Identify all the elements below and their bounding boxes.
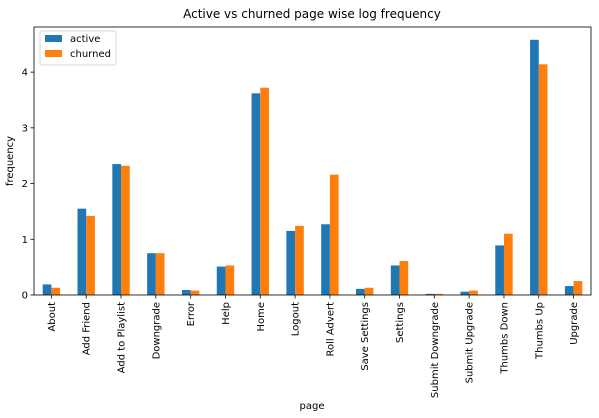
bar-churned-about xyxy=(51,287,61,295)
bar-churned-settings xyxy=(399,261,409,295)
bar-active-roll-advert xyxy=(321,224,330,295)
x-tick-label-add-friend: Add Friend xyxy=(82,302,93,355)
bar-active-error xyxy=(181,289,191,295)
bar-churned-upgrade xyxy=(573,281,583,295)
y-tick-label: 1 xyxy=(22,235,28,246)
bar-active-thumbs-up xyxy=(530,39,539,296)
legend-swatch-churned xyxy=(45,50,62,57)
x-tick-label-submit-downgrade: Submit Downgrade xyxy=(430,302,441,398)
bar-active-help xyxy=(216,266,226,295)
bar-churned-save-settings xyxy=(364,287,374,295)
bar-active-upgrade xyxy=(564,286,574,295)
x-tick-label-help: Help xyxy=(221,302,232,325)
bar-churned-add-friend xyxy=(86,215,95,295)
bars-group xyxy=(42,39,583,296)
x-axis-label: page xyxy=(300,401,325,412)
bar-active-downgrade xyxy=(147,253,156,295)
y-tick-label: 4 xyxy=(22,68,28,79)
bar-active-home xyxy=(251,93,261,295)
bar-active-about xyxy=(42,284,52,295)
y-tick-label: 0 xyxy=(22,291,28,302)
bar-active-logout xyxy=(286,230,296,295)
bar-churned-add-to-playlist xyxy=(121,165,130,295)
y-tick-label: 3 xyxy=(22,123,28,134)
x-tick-label-about: About xyxy=(47,302,58,332)
legend-swatch-active xyxy=(45,35,62,42)
bar-active-save-settings xyxy=(356,288,365,295)
bar-churned-submit-upgrade xyxy=(469,290,478,295)
bar-active-submit-upgrade xyxy=(460,291,470,295)
chart-title: Active vs churned page wise log frequenc… xyxy=(183,7,441,21)
bar-active-add-to-playlist xyxy=(112,164,122,295)
x-tick-label-downgrade: Downgrade xyxy=(151,302,162,359)
bar-churned-downgrade xyxy=(155,253,165,295)
bar-churned-help xyxy=(225,265,235,295)
legend: active churned xyxy=(39,30,117,66)
x-tick-label-thumbs-up: Thumbs Up xyxy=(534,302,545,360)
bar-active-submit-downgrade xyxy=(425,293,435,295)
x-tick-label-settings: Settings xyxy=(395,302,406,343)
bar-churned-roll-advert xyxy=(329,174,339,295)
x-tick-label-thumbs-down: Thumbs Down xyxy=(499,302,510,375)
legend-label-active: active xyxy=(70,34,100,45)
x-axis: About Add Friend Add to Playlist Downgrade E… xyxy=(47,295,580,398)
bar-churned-logout xyxy=(295,225,304,295)
bar-churned-home xyxy=(260,87,269,295)
bar-churned-thumbs-down xyxy=(503,233,513,295)
x-tick-label-logout: Logout xyxy=(291,302,302,336)
bar-active-settings xyxy=(390,265,400,295)
legend-label-churned: churned xyxy=(70,49,111,60)
plot-area xyxy=(33,26,592,296)
x-tick-label-submit-upgrade: Submit Upgrade xyxy=(465,302,476,383)
bar-churned-error xyxy=(190,290,200,295)
plot-frame xyxy=(33,26,592,296)
y-axis-label: frequency xyxy=(5,136,16,186)
bar-active-thumbs-down xyxy=(495,245,504,295)
bar-churned-submit-downgrade xyxy=(434,293,444,295)
x-tick-label-add-to-playlist: Add to Playlist xyxy=(117,302,128,373)
bar-active-add-friend xyxy=(77,208,87,295)
x-tick-label-error: Error xyxy=(186,301,197,326)
x-tick-label-save-settings: Save Settings xyxy=(360,302,371,371)
x-tick-label-roll-advert: Roll Advert xyxy=(325,302,336,357)
x-tick-label-home: Home xyxy=(256,302,267,332)
bar-churned-thumbs-up xyxy=(538,64,548,295)
x-tick-label-upgrade: Upgrade xyxy=(569,302,580,345)
y-axis: 0 1 2 3 4 xyxy=(22,68,34,302)
y-tick-label: 2 xyxy=(22,179,28,190)
